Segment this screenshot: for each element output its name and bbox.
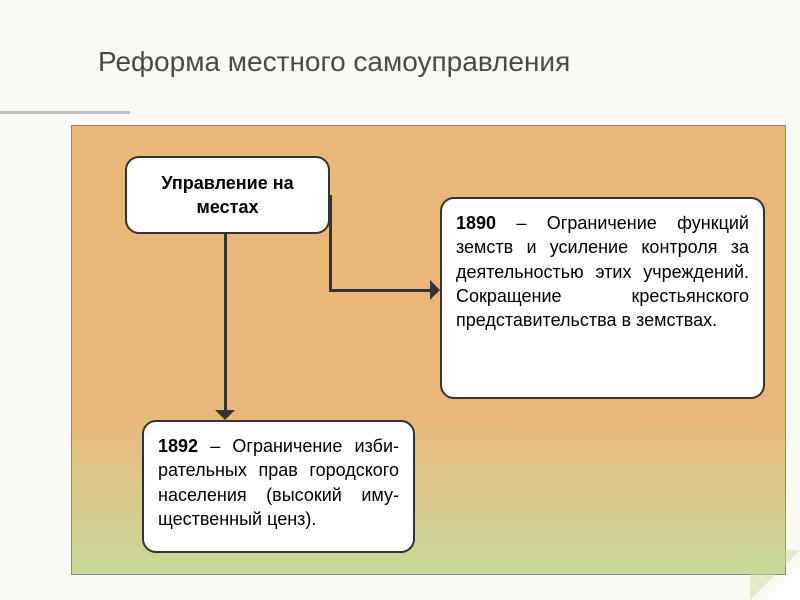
arrow-down-segment xyxy=(224,234,227,410)
node-1892: 1892 – Ограничение изби­рательных прав г… xyxy=(142,420,415,553)
arrow-right-segment-v xyxy=(329,195,332,292)
node-management-label: Управление на местах xyxy=(141,171,314,220)
slide: Реформа местного самоуправления Управлен… xyxy=(0,0,800,600)
node-1890-year: 1890 xyxy=(456,213,496,233)
node-management: Управление на местах xyxy=(125,156,330,234)
node-1892-year: 1892 xyxy=(158,436,198,456)
node-1890: 1890 – Ограничение функций земств и усил… xyxy=(440,197,765,399)
arrow-right-head xyxy=(430,280,440,300)
header-divider xyxy=(0,111,130,114)
corner-fold-icon xyxy=(750,550,800,600)
arrow-right-segment-h xyxy=(329,289,431,292)
slide-title: Реформа местного самоуправления xyxy=(98,46,570,78)
node-1890-text: – Ограничение функций земств и усиление … xyxy=(456,213,749,330)
arrow-down-head xyxy=(215,410,235,420)
